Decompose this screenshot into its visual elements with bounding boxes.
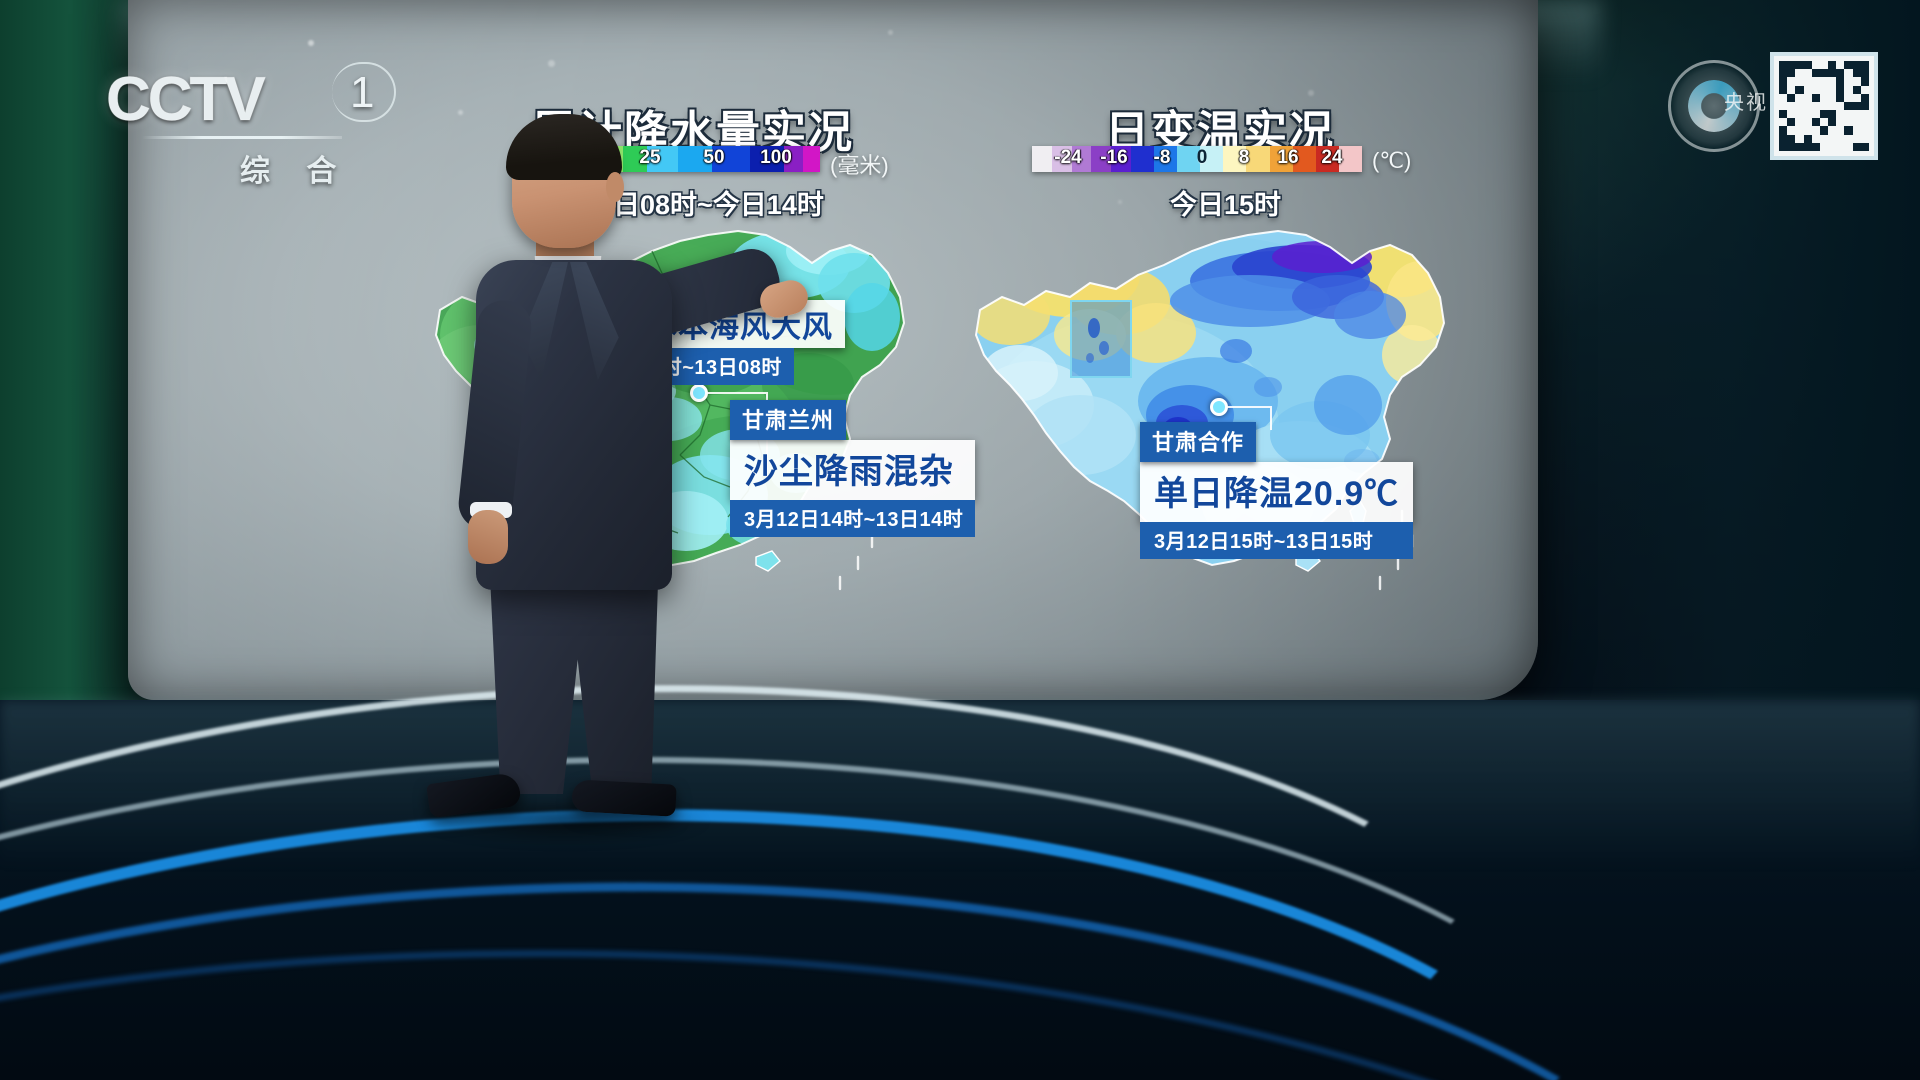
presenter-right-shoe bbox=[571, 779, 677, 817]
temp-tick-n24: -24 bbox=[1054, 147, 1082, 168]
temp-tick-16: 16 bbox=[1277, 147, 1299, 168]
precip-tick-50: 50 bbox=[703, 147, 725, 168]
qr-code-modules bbox=[1779, 61, 1869, 151]
presenter-ear bbox=[606, 172, 624, 202]
weather-presenter bbox=[420, 110, 840, 844]
precip-tick-25: 25 bbox=[639, 147, 661, 168]
channel-bug: CCTV 1 综 合 bbox=[100, 60, 400, 188]
panel-temperature-change: 日变温实况 -24 -16 -8 bbox=[940, 0, 1540, 700]
network-watermark-text: 央视 bbox=[1724, 92, 1768, 114]
presenter-hair bbox=[506, 114, 622, 180]
qr-code[interactable] bbox=[1770, 52, 1878, 160]
corner-watermark: 央视 bbox=[1628, 52, 1878, 164]
marker-leader-horizontal bbox=[706, 392, 766, 394]
temp-tick-0: 0 bbox=[1196, 147, 1208, 168]
precipitation-legend-unit: (毫米) bbox=[830, 153, 889, 178]
channel-name: 综 合 bbox=[240, 155, 351, 188]
temp-tick-n16: -16 bbox=[1100, 147, 1128, 168]
callout-precip-2-main: 沙尘降雨混杂 bbox=[744, 453, 954, 491]
presenter-left-hand bbox=[468, 510, 508, 564]
callout-temp-1-main: 单日降温20.9℃ bbox=[1154, 475, 1400, 513]
temperature-legend-bar: -24 -16 -8 0 8 16 24 bbox=[1032, 146, 1362, 172]
channel-number: 1 bbox=[350, 68, 375, 117]
callout-precip-2-head: 甘肃兰州 bbox=[730, 400, 847, 440]
callout-temp-1-foot: 3月12日15时~13日15时 bbox=[1140, 522, 1414, 559]
temp-tick-24: 24 bbox=[1321, 147, 1343, 168]
precipitation-subtitle: 昨日08时~今日14时 bbox=[586, 190, 824, 220]
temperature-subtitle: 今日15时 bbox=[1170, 190, 1282, 220]
marker-leader-horizontal-2 bbox=[1226, 406, 1270, 408]
cctv-network-logo-icon bbox=[1668, 60, 1760, 152]
channel-bug-underline bbox=[142, 136, 342, 139]
cctv-logo-text: CCTV bbox=[106, 65, 267, 135]
temp-tick-n8: -8 bbox=[1153, 147, 1171, 168]
temperature-legend-unit: (℃) bbox=[1372, 148, 1412, 173]
temp-tick-8: 8 bbox=[1238, 147, 1250, 168]
precip-tick-100: 100 bbox=[760, 147, 792, 168]
callout-precip-2: 甘肃兰州 沙尘降雨混杂 3月12日14时~13日14时 bbox=[730, 400, 976, 537]
temperature-legend: -24 -16 -8 0 8 16 24 (℃) bbox=[1032, 146, 1411, 173]
callout-precip-2-foot: 3月12日14时~13日14时 bbox=[730, 500, 976, 537]
map-inset-box bbox=[1070, 300, 1132, 378]
studio-floor-sheen bbox=[0, 700, 1920, 900]
callout-temp-1: 甘肃合作 单日降温20.9℃ 3月12日15时~13日15时 bbox=[1140, 422, 1414, 559]
studio-floor bbox=[0, 700, 1920, 1080]
channel-number-pill bbox=[332, 62, 396, 122]
network-logo-swirl-icon bbox=[1688, 80, 1740, 132]
marker-leader-vertical-2 bbox=[1270, 406, 1272, 430]
callout-temp-1-head: 甘肃合作 bbox=[1140, 422, 1257, 462]
